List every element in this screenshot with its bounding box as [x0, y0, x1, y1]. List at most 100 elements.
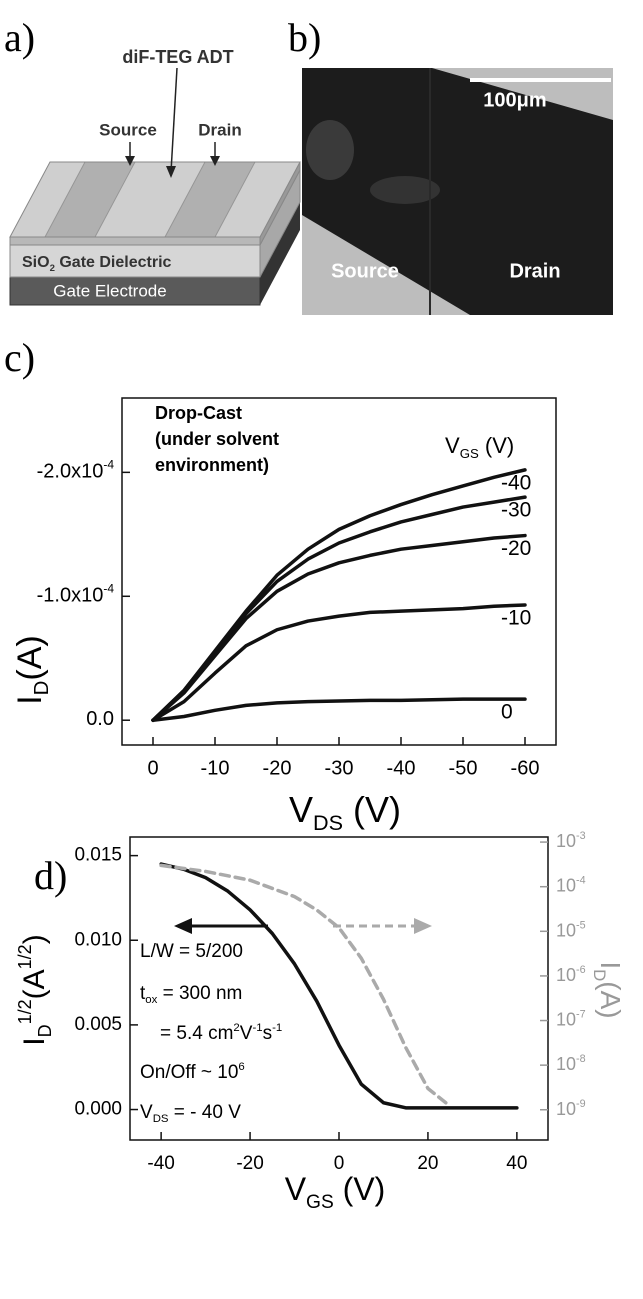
text-segment: -7: [576, 1008, 586, 1020]
text-segment: ): [18, 934, 51, 944]
annotation: (under solvent: [155, 429, 279, 449]
text-segment: 10: [556, 1054, 576, 1074]
series-label: -40: [501, 471, 531, 494]
y-tick-label: 0.0: [86, 708, 114, 730]
text-segment: -5: [576, 919, 586, 931]
text-segment: 0.015: [74, 845, 122, 866]
text-segment: On/Off ~ 10: [140, 1062, 238, 1083]
drain-electrode: [164, 161, 256, 238]
text-segment: -8: [576, 1053, 586, 1065]
text-segment: 0.010: [74, 929, 122, 950]
text-segment: 1/2: [15, 944, 35, 969]
drain-label: Drain: [198, 120, 241, 139]
arrowhead: [210, 156, 220, 166]
source-electrode: [44, 161, 136, 238]
x-tick-label: 0: [147, 757, 158, 779]
text-segment: 0.0: [86, 708, 114, 730]
y2-axis-label: ID(A): [590, 961, 626, 1018]
annotation: environment): [155, 455, 269, 475]
text-segment: DS: [313, 810, 343, 835]
y2-tick-label: 10-4: [556, 875, 586, 896]
y2-tick-label: 10-5: [556, 919, 586, 940]
text-segment: I: [595, 961, 626, 969]
panel-label: d): [34, 853, 67, 898]
text-segment: 0.000: [74, 1099, 122, 1120]
annotation: On/Off ~ 106: [140, 1061, 245, 1083]
text-segment: -1: [252, 1022, 262, 1034]
text-segment: V: [285, 1171, 307, 1207]
device-schematic: [9, 67, 301, 306]
series-label: 0: [501, 701, 513, 724]
text-segment: = - 40 V: [169, 1102, 242, 1123]
x-tick-label: -20: [236, 1153, 263, 1174]
y-tick-label: 0.010: [74, 929, 122, 950]
x-tick-label: -20: [263, 757, 292, 779]
x-tick-label: -50: [449, 757, 478, 779]
series-label: -10: [501, 607, 531, 630]
text-segment: = 5.4 cm: [160, 1023, 233, 1044]
text-segment: 6: [238, 1061, 244, 1073]
text-segment: 2: [50, 263, 55, 274]
data-line: [159, 862, 519, 1110]
series-label: -20: [501, 537, 531, 560]
annotation: Drop-Cast: [155, 403, 242, 423]
text-segment: 10: [556, 965, 576, 985]
text-segment: s: [263, 1023, 273, 1044]
arrowhead: [174, 918, 192, 934]
text-segment: 2: [233, 1022, 239, 1034]
text-segment: DS: [153, 1113, 169, 1125]
dielectric-label: SiO2 Gate Dielectric: [22, 254, 172, 274]
y-tick-label: -1.0x10-4: [37, 581, 115, 606]
y-tick-label: 0.005: [74, 1014, 122, 1035]
legend-title: VGS (V): [445, 433, 514, 461]
text-segment: 10: [556, 875, 576, 895]
text-segment: I: [11, 695, 49, 704]
y2-tick-label: 10-7: [556, 1008, 586, 1029]
x-tick-label: -40: [147, 1153, 174, 1174]
text-segment: D: [590, 969, 609, 981]
text-segment: D: [35, 1024, 55, 1037]
text-segment: I: [18, 1037, 51, 1045]
y-axis-label: ID(A): [11, 635, 53, 705]
data-line: [151, 603, 527, 722]
text-segment: V: [289, 789, 313, 830]
text-segment: V: [240, 1023, 253, 1044]
text-segment: ox: [145, 994, 157, 1006]
x-tick-label: -30: [325, 757, 354, 779]
crystal-texture: [370, 176, 440, 204]
annotation: VDS = - 40 V: [140, 1102, 241, 1125]
text-segment: GS: [306, 1192, 334, 1213]
text-segment: (V): [334, 1171, 386, 1207]
x-axis-label: VGS (V): [285, 1171, 386, 1212]
text-segment: -1.0x10: [37, 585, 104, 607]
text-segment: -4: [103, 581, 114, 595]
source-label: Source: [99, 120, 157, 139]
annotation: L/W = 5/200: [140, 941, 243, 962]
text-segment: Gate Dielectric: [55, 254, 172, 271]
annotation: tox = 300 nm: [140, 983, 242, 1006]
arrow: [170, 67, 178, 173]
x-tick-label: 20: [417, 1153, 438, 1174]
arrowhead: [125, 156, 135, 166]
electrode-side: [260, 202, 300, 305]
y-tick-label: -2.0x10-4: [37, 458, 115, 483]
text-segment: = 300 nm: [157, 983, 242, 1004]
y-tick-label: 0.015: [74, 845, 122, 866]
panel-label: a): [4, 15, 35, 60]
text-segment: -4: [103, 458, 114, 472]
crystal-texture: [306, 120, 354, 180]
text-segment: (A): [11, 635, 49, 680]
data-line: [159, 863, 452, 1108]
text-segment: GS: [460, 446, 479, 461]
film-front: [9, 236, 261, 246]
text-segment: -2.0x10: [37, 461, 104, 483]
text-segment: 0.005: [74, 1014, 122, 1035]
text-segment: 10: [556, 1099, 576, 1119]
series-label: -30: [501, 499, 531, 522]
x-tick-label: -10: [201, 757, 230, 779]
text-segment: V: [445, 433, 460, 458]
x-tick-label: 0: [334, 1153, 345, 1174]
text-segment: 10: [556, 920, 576, 940]
text-segment: 1/2: [15, 999, 35, 1024]
